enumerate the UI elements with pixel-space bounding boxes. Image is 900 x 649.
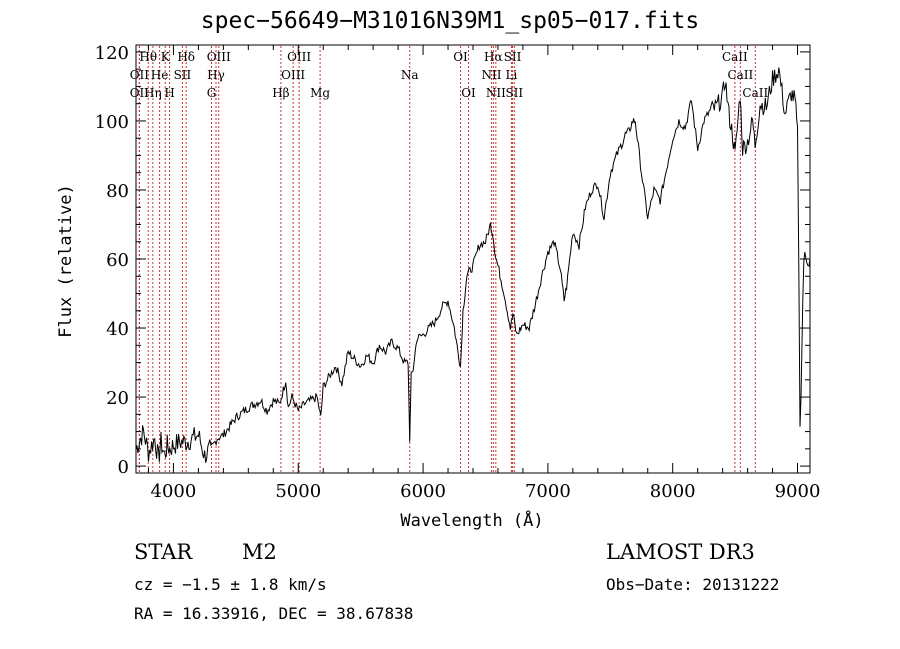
x-axis-label: Wavelength (Å) [400, 511, 544, 531]
line-label: OIII [287, 50, 311, 64]
line-label: CaII [742, 86, 768, 100]
line-label: OI [461, 86, 476, 100]
line-label: Na [401, 68, 419, 82]
x-tick-label: 7000 [525, 481, 571, 502]
object-subclass: M2 [242, 540, 277, 564]
survey-name: LAMOST DR3 [606, 540, 755, 564]
line-label: SII [174, 68, 192, 82]
y-tick-label: 80 [106, 181, 129, 202]
line-label: Hβ [272, 86, 289, 100]
line-label: He [151, 68, 169, 82]
line-label: OIII [207, 50, 231, 64]
y-tick-label: 20 [106, 388, 129, 409]
y-tick-label: 60 [106, 250, 129, 271]
line-label: CaII [722, 50, 748, 64]
y-tick-label: 0 [118, 457, 129, 478]
x-tick-label: 6000 [400, 481, 446, 502]
chart-title: spec−56649−M31016N39M1_sp05−017.fits [200, 8, 700, 34]
line-label: OII [130, 68, 150, 82]
line-label: G [207, 86, 217, 100]
line-label: OII [130, 86, 150, 100]
line-label: NII [481, 68, 501, 82]
line-label: SII [504, 50, 522, 64]
redshift-cz: cz = −1.5 ± 1.8 km/s [134, 575, 327, 594]
object-class: STAR [134, 540, 193, 564]
line-label: Hθ [139, 50, 157, 64]
obs-date: Obs−Date: 20131222 [606, 575, 780, 594]
y-tick-label: 120 [95, 43, 129, 64]
y-axis-label: Flux (relative) [56, 184, 76, 338]
line-label: NII [486, 86, 506, 100]
x-tick-label: 4000 [151, 481, 197, 502]
y-tick-label: 100 [95, 112, 129, 133]
line-label: Li [506, 68, 518, 82]
y-tick-label: 40 [106, 319, 129, 340]
x-tick-label: 5000 [275, 481, 321, 502]
line-label: H [164, 86, 174, 100]
x-tick-label: 8000 [650, 481, 696, 502]
spectrum-line [135, 67, 811, 463]
line-label: Hγ [207, 68, 225, 82]
line-label: SII [505, 86, 523, 100]
line-label: OIII [281, 68, 305, 82]
line-label: OI [453, 50, 468, 64]
ra-dec: RA = 16.33916, DEC = 38.67838 [134, 604, 414, 623]
line-label: Hα [484, 50, 503, 64]
x-tick-label: 9000 [775, 481, 821, 502]
plot-frame [135, 44, 811, 474]
line-label: Hη [144, 86, 162, 100]
line-label: Mg [310, 86, 330, 100]
line-label: CaII [727, 68, 753, 82]
line-label: Hδ [177, 50, 195, 64]
line-label: K [161, 50, 171, 64]
